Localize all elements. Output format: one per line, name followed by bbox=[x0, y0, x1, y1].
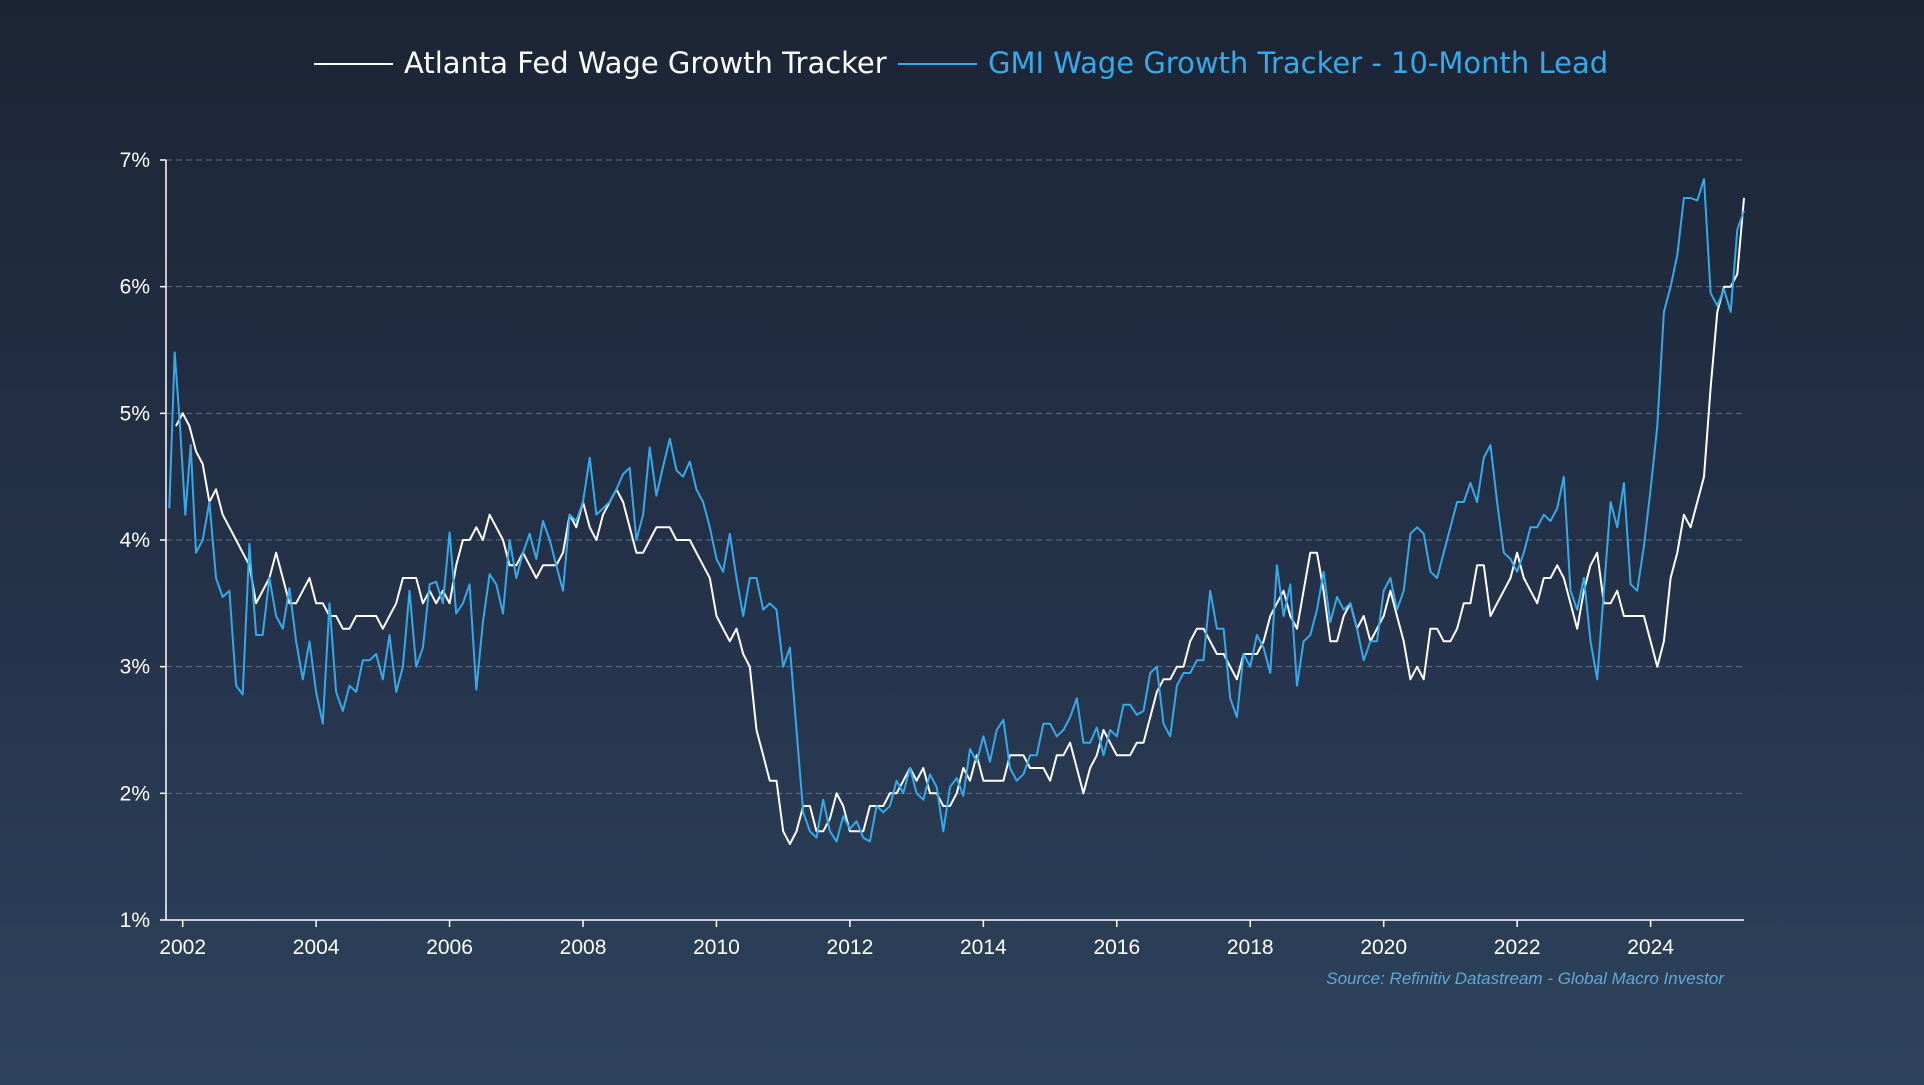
x-tick-label: 2010 bbox=[693, 936, 740, 959]
y-tick-label: 2% bbox=[120, 782, 150, 805]
y-tick-label: 4% bbox=[120, 529, 150, 552]
x-tick-label: 2016 bbox=[1093, 936, 1140, 959]
x-tick-label: 2008 bbox=[560, 936, 607, 959]
series-layer bbox=[168, 178, 1745, 845]
x-tick-label: 2004 bbox=[293, 936, 340, 959]
legend-label-atlanta-fed: Atlanta Fed Wage Growth Tracker bbox=[404, 46, 887, 80]
series-line-gmi bbox=[168, 178, 1745, 843]
x-tick-label: 2018 bbox=[1227, 936, 1274, 959]
y-tick-label: 7% bbox=[120, 149, 150, 172]
legend-label-gmi: GMI Wage Growth Tracker - 10-Month Lead bbox=[988, 46, 1608, 80]
x-tick-label: 2012 bbox=[827, 936, 874, 959]
x-tick-label: 2002 bbox=[159, 936, 206, 959]
y-tick-label: 1% bbox=[120, 909, 150, 932]
legend: Atlanta Fed Wage Growth Tracker GMI Wage… bbox=[314, 46, 1608, 80]
x-tick-label: 2022 bbox=[1494, 936, 1541, 959]
x-tick-label: 2006 bbox=[426, 936, 473, 959]
x-tick-label: 2020 bbox=[1360, 936, 1407, 959]
axes: 1% 2% 3% 4% 5% 6% 7% 2002 2004 2006 2008 2010 2012 20… bbox=[120, 149, 1744, 959]
series-line-atlanta-fed bbox=[175, 197, 1745, 845]
x-tick-label: 2014 bbox=[960, 936, 1007, 959]
y-tick-label: 3% bbox=[120, 656, 150, 679]
y-tick-label: 5% bbox=[120, 402, 150, 425]
gridlines bbox=[166, 159, 1744, 794]
y-tick-label: 6% bbox=[120, 276, 150, 299]
source-note: Source: Refinitiv Datastream - Global Ma… bbox=[1326, 969, 1725, 988]
x-tick-label: 2024 bbox=[1627, 936, 1674, 959]
